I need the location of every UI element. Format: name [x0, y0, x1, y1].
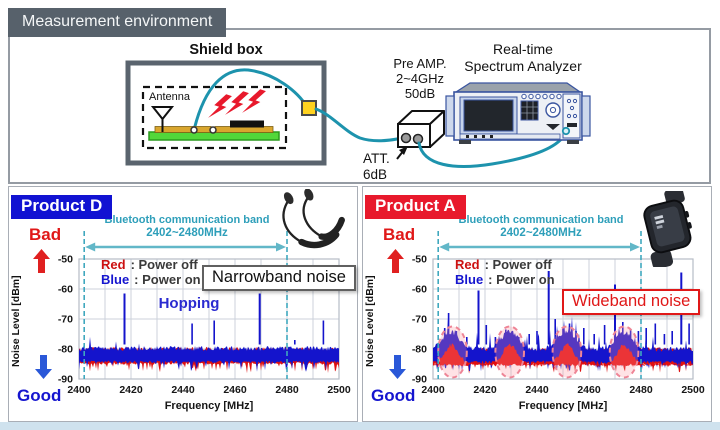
product-d-chart: 2400 2420 2440 2460 2480 2500 -50 -60 -70 -80 -90 F… — [58, 231, 351, 412]
good-down-arrow-icon — [35, 355, 52, 379]
analyzer-label: Real-time Spectrum Analyzer — [438, 41, 608, 74]
preamp-range: 2~4GHz — [395, 71, 445, 86]
analyzer-keypad — [520, 100, 539, 121]
earphones-icon — [282, 189, 345, 249]
trace-legend: Red : Power off Blue : Power on — [455, 257, 555, 287]
analyzer-knob — [545, 102, 561, 118]
svg-text:2400: 2400 — [67, 384, 91, 396]
band-label-line2: 2402~2480MHz — [500, 227, 582, 239]
band-label-line2: 2402~2480MHz — [146, 227, 228, 239]
rf-cable-2 — [314, 107, 399, 143]
svg-text:Frequency [MHz]: Frequency [MHz] — [519, 400, 608, 412]
svg-text:Frequency [MHz]: Frequency [MHz] — [165, 400, 254, 412]
rf-cable-3 — [417, 132, 567, 168]
band-label-line1: Bluetooth communication band — [104, 214, 270, 226]
bluetooth-band-label: Bluetooth communication band 2402~2480MH… — [97, 214, 277, 239]
hopping-annotation: Hopping — [158, 295, 220, 312]
svg-text:2480: 2480 — [629, 384, 653, 396]
legend-red-text: : Power off — [130, 257, 198, 272]
svg-text:2440: 2440 — [171, 384, 195, 396]
good-label: Good — [371, 386, 416, 405]
preamp-gain: 50dB — [404, 86, 436, 101]
bad-up-arrow-icon — [33, 249, 50, 273]
spectrum-analyzer-icon — [445, 82, 591, 144]
preamp-name: Pre AMP. — [393, 56, 447, 71]
svg-text:-80: -80 — [412, 344, 427, 356]
legend-red-label: Red — [101, 257, 126, 272]
y-axis-label: Noise Level [dBm] — [364, 275, 376, 367]
trace-legend: Red : Power off Blue : Power on — [101, 257, 201, 287]
antenna-icon — [150, 106, 175, 121]
bad-label: Bad — [383, 225, 416, 244]
svg-text:-70: -70 — [412, 314, 427, 326]
product-d-title: Product D — [11, 195, 113, 219]
shield-box-label: Shield box — [189, 42, 263, 58]
svg-text:-50: -50 — [58, 254, 73, 266]
smartwatch-icon — [643, 191, 692, 267]
product-a-title: Product A — [365, 195, 466, 219]
wideband-noise-callout: Wideband noise — [562, 289, 701, 315]
preamp-label: Pre AMP. 2~4GHz 50dB — [380, 56, 460, 101]
legend-blue-text: : Power on — [488, 272, 555, 287]
analyzer-line2: Spectrum Analyzer — [464, 57, 582, 74]
bad-up-arrow-icon — [387, 249, 404, 273]
svg-text:2420: 2420 — [119, 384, 143, 396]
narrowband-noise-callout: Narrowband noise — [202, 265, 356, 291]
good-down-arrow-icon — [389, 355, 406, 379]
svg-text:2460: 2460 — [223, 384, 247, 396]
noise-bolts-icon — [208, 89, 266, 118]
legend-blue-text: : Power on — [134, 272, 201, 287]
svg-text:2460: 2460 — [577, 384, 601, 396]
device-under-test-board — [148, 106, 280, 141]
preamp-box — [397, 110, 445, 148]
svg-text:2440: 2440 — [525, 384, 549, 396]
svg-text:2500: 2500 — [681, 384, 705, 396]
y-axis-label: Noise Level [dBm] — [10, 275, 22, 367]
analyzer-rf-input — [561, 126, 571, 136]
svg-text:-60: -60 — [58, 284, 73, 296]
analyzer-screen — [463, 99, 514, 132]
footer-strip — [0, 422, 720, 430]
feedthrough-connector — [301, 100, 317, 116]
legend-red-text: : Power off — [484, 257, 552, 272]
svg-text:2400: 2400 — [421, 384, 445, 396]
legend-blue-label: Blue — [101, 272, 130, 287]
product-a-panel: 2400 2420 2440 2460 2480 2500 -50 -60 -70 -80 -90 F… — [362, 186, 712, 422]
legend-red-label: Red — [455, 257, 480, 272]
product-a-chart: 2400 2420 2440 2460 2480 2500 -50 -60 -70 -80 -90 F… — [412, 231, 705, 412]
measurement-title: Measurement environment — [8, 8, 227, 37]
svg-text:-70: -70 — [58, 314, 73, 326]
svg-text:-90: -90 — [58, 374, 73, 386]
att-arrow — [396, 146, 408, 160]
noise-source-chip — [230, 120, 264, 128]
analyzer-line1: Real-time — [493, 41, 553, 57]
band-label-line1: Bluetooth communication band — [458, 214, 624, 226]
legend-blue-label: Blue — [455, 272, 484, 287]
svg-text:2500: 2500 — [327, 384, 351, 396]
antenna-label: Antenna — [149, 91, 190, 103]
attenuator-label: ATT. 6dB — [363, 151, 390, 183]
good-label: Good — [17, 386, 62, 405]
svg-text:-50: -50 — [412, 254, 427, 266]
svg-text:-90: -90 — [412, 374, 427, 386]
att-name: ATT. — [363, 151, 390, 166]
measurement-diagram — [125, 60, 591, 168]
att-value: 6dB — [363, 167, 388, 182]
svg-text:2480: 2480 — [275, 384, 299, 396]
svg-text:2420: 2420 — [473, 384, 497, 396]
measurement-panel — [8, 28, 711, 184]
bad-label: Bad — [29, 225, 62, 244]
rf-cable-1 — [192, 68, 309, 132]
bluetooth-band-label: Bluetooth communication band 2402~2480MH… — [451, 214, 631, 239]
product-d-panel: 2400 2420 2440 2460 2480 2500 -50 -60 -70 -80 -90 F… — [8, 186, 358, 422]
svg-text:-80: -80 — [58, 344, 73, 356]
svg-text:-60: -60 — [412, 284, 427, 296]
